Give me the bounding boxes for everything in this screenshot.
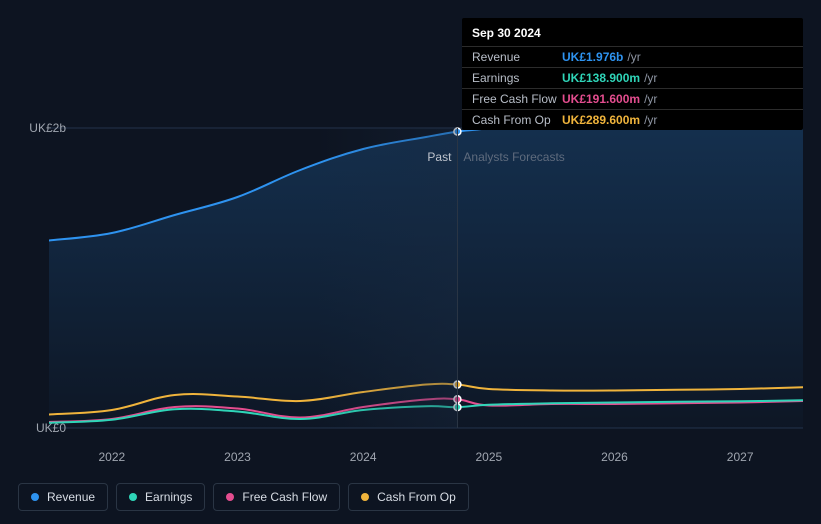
tooltip-key: Free Cash Flow xyxy=(472,92,562,106)
past-fade xyxy=(317,128,457,428)
legend-label: Earnings xyxy=(145,490,192,504)
x-tick-label: 2025 xyxy=(475,450,502,464)
legend-item-earnings[interactable]: Earnings xyxy=(116,483,205,511)
legend-swatch xyxy=(226,493,234,501)
tooltip-row: RevenueUK£1.976b/yr xyxy=(462,46,803,67)
legend-swatch xyxy=(361,493,369,501)
legend-label: Free Cash Flow xyxy=(242,490,327,504)
forecast-label: Analysts Forecasts xyxy=(463,150,564,164)
legend-item-free_cash_flow[interactable]: Free Cash Flow xyxy=(213,483,340,511)
tooltip-date: Sep 30 2024 xyxy=(462,18,803,46)
tooltip-row: Cash From OpUK£289.600m/yr xyxy=(462,109,803,130)
tooltip-value: UK£138.900m xyxy=(562,71,640,85)
y-tick-label: UK£0 xyxy=(36,421,66,435)
legend-item-cash_from_op[interactable]: Cash From Op xyxy=(348,483,469,511)
x-axis: 2022 2023 2024 2025 2026 2027 xyxy=(49,446,803,470)
tooltip-unit: /yr xyxy=(644,113,657,127)
tooltip-row: EarningsUK£138.900m/yr xyxy=(462,67,803,88)
legend-swatch xyxy=(31,493,39,501)
tooltip-key: Revenue xyxy=(472,50,562,64)
legend: Revenue Earnings Free Cash Flow Cash From O… xyxy=(18,483,469,511)
legend-label: Revenue xyxy=(47,490,95,504)
tooltip-unit: /yr xyxy=(627,50,640,64)
legend-swatch xyxy=(129,493,137,501)
x-tick-label: 2027 xyxy=(727,450,754,464)
legend-item-revenue[interactable]: Revenue xyxy=(18,483,108,511)
past-label: Past xyxy=(427,150,451,164)
legend-label: Cash From Op xyxy=(377,490,456,504)
tooltip-value: UK£191.600m xyxy=(562,92,640,106)
x-tick-label: 2022 xyxy=(98,450,125,464)
tooltip-row: Free Cash FlowUK£191.600m/yr xyxy=(462,88,803,109)
y-tick-label: UK£2b xyxy=(29,121,66,135)
tooltip-key: Earnings xyxy=(472,71,562,85)
x-tick-label: 2026 xyxy=(601,450,628,464)
tooltip-unit: /yr xyxy=(644,92,657,106)
tooltip-key: Cash From Op xyxy=(472,113,562,127)
forecast-divider xyxy=(457,128,458,428)
x-tick-label: 2023 xyxy=(224,450,251,464)
x-tick-label: 2024 xyxy=(350,450,377,464)
tooltip: Sep 30 2024 RevenueUK£1.976b/yrEarningsU… xyxy=(462,18,803,130)
tooltip-value: UK£289.600m xyxy=(562,113,640,127)
tooltip-unit: /yr xyxy=(644,71,657,85)
tooltip-value: UK£1.976b xyxy=(562,50,623,64)
